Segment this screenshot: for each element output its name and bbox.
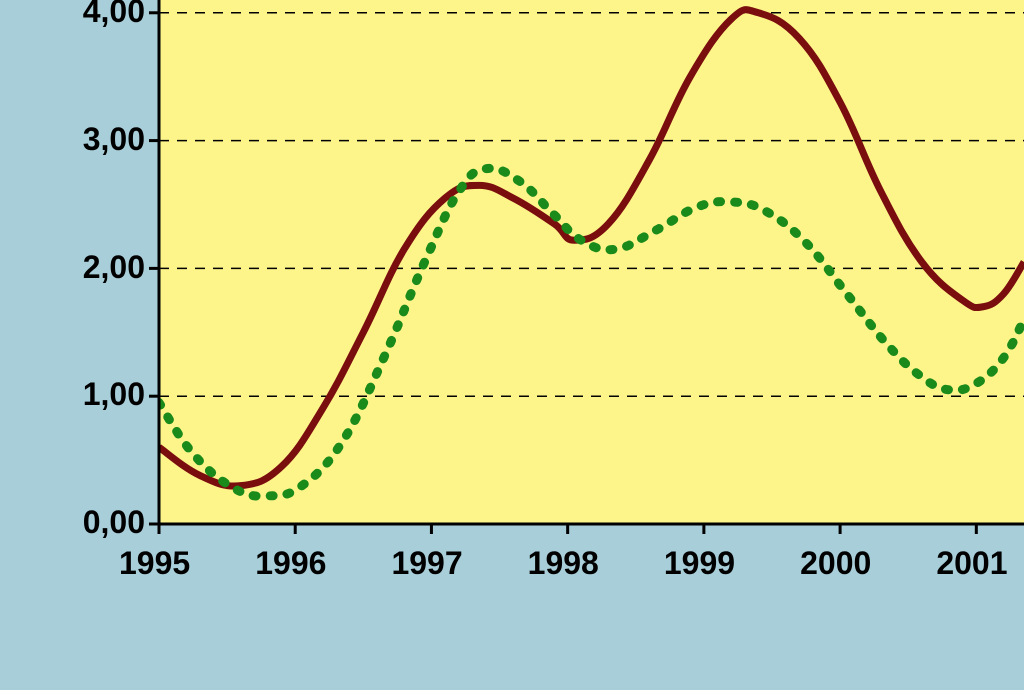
y-tick-label: 1,00 bbox=[83, 376, 145, 413]
x-tick-label: 1995 bbox=[119, 545, 190, 582]
y-tick-label: 0,00 bbox=[83, 504, 145, 541]
plot-area bbox=[159, 0, 1024, 524]
x-tick-label: 1998 bbox=[528, 545, 599, 582]
x-tick-label: 1999 bbox=[664, 545, 735, 582]
line-chart: 0,00 1,00 2,00 3,00 4,00 1995 1996 1997 1998 1999… bbox=[0, 0, 1024, 690]
x-tick-label: 2000 bbox=[800, 545, 871, 582]
y-tick-label: 4,00 bbox=[83, 0, 145, 30]
y-tick-label: 3,00 bbox=[83, 121, 145, 158]
chart-svg bbox=[0, 0, 1024, 690]
x-tick-label: 1996 bbox=[255, 545, 326, 582]
y-tick-label: 2,00 bbox=[83, 249, 145, 286]
x-tick-label: 1997 bbox=[391, 545, 462, 582]
x-tick-label: 2001 bbox=[936, 545, 1007, 582]
